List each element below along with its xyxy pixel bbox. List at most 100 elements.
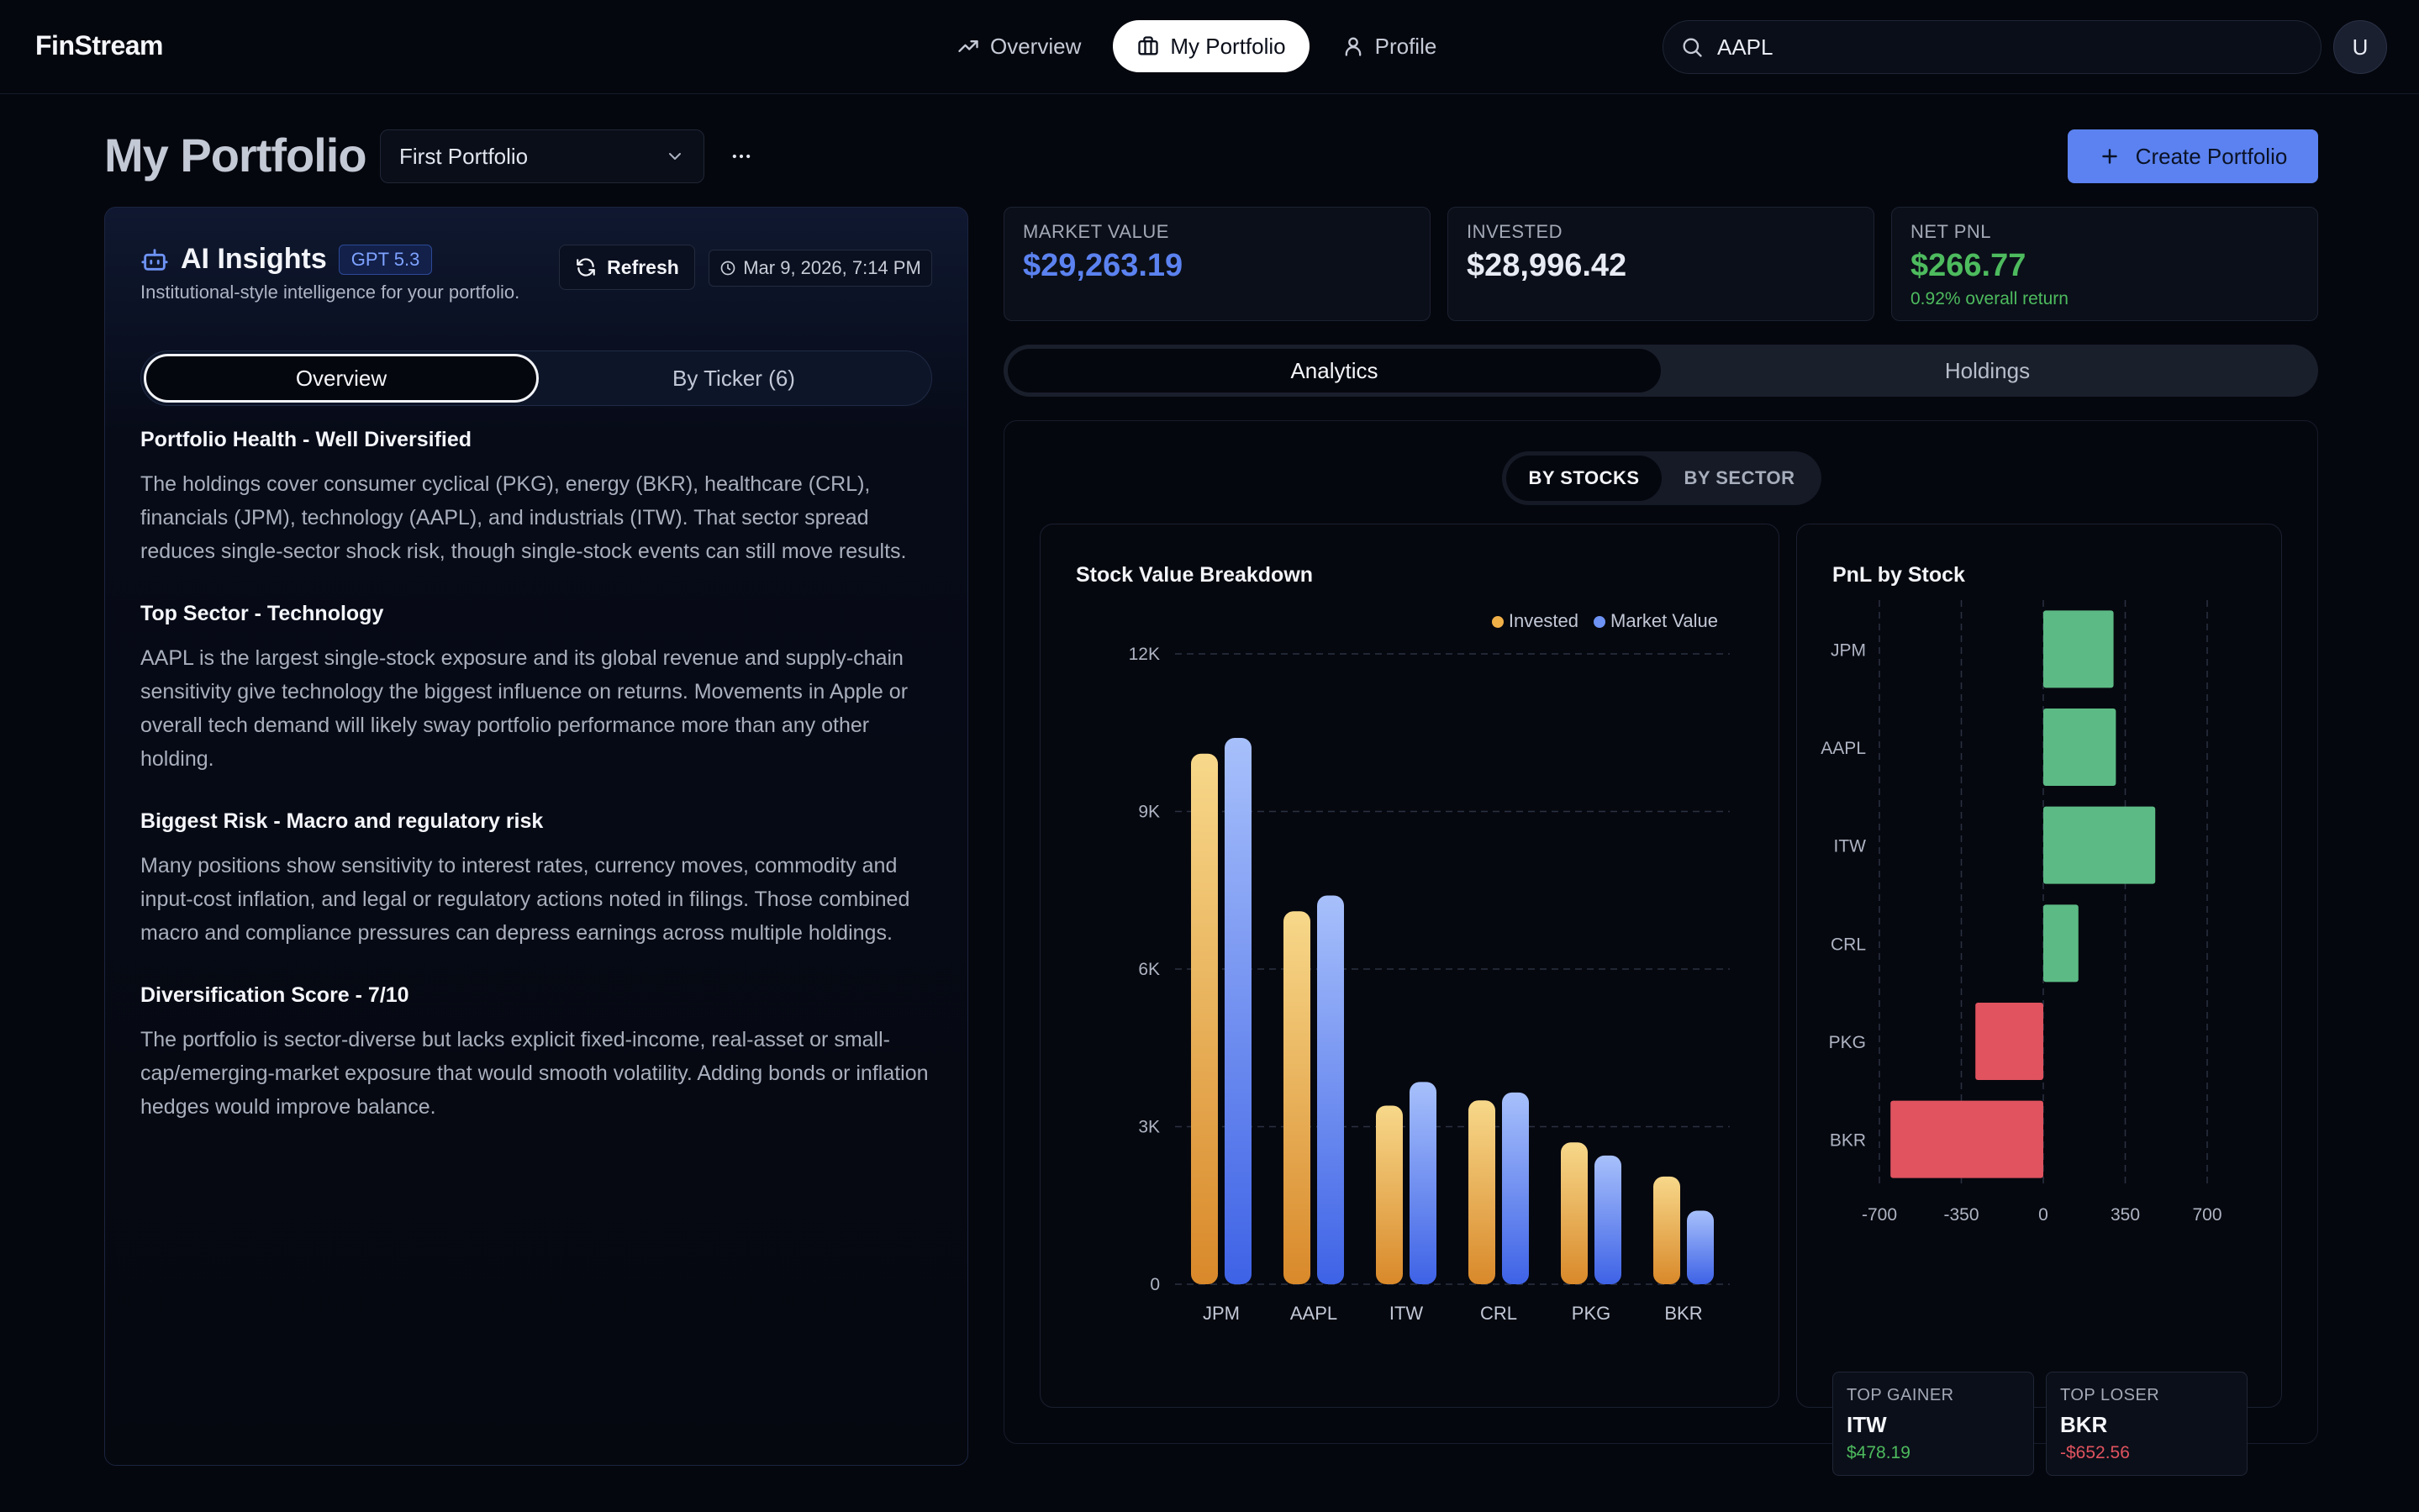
- top-navbar: FinStream Overview My Portfolio Profile …: [0, 0, 2419, 94]
- brand-logo[interactable]: FinStream: [35, 30, 163, 61]
- pnl-bar-jpm[interactable]: [2043, 610, 2114, 688]
- y-tick-label: 3K: [1138, 1118, 1160, 1137]
- stat-label: MARKET VALUE: [1023, 221, 1169, 242]
- x-tick-label: 0: [2038, 1205, 2048, 1225]
- model-badge: GPT 5.3: [338, 244, 433, 275]
- stat-value: $28,996.42: [1467, 248, 1627, 283]
- tab-insights-by-ticker[interactable]: By Ticker (6): [672, 365, 795, 391]
- nav-profile-label: Profile: [1374, 33, 1437, 59]
- legend-item-invested[interactable]: Invested: [1491, 610, 1579, 632]
- top-loser-value: -$652.56: [2060, 1443, 2130, 1462]
- nav-overview-label: Overview: [990, 33, 1082, 59]
- y-tick-label: JPM: [1831, 640, 1866, 660]
- tab-holdings[interactable]: Holdings: [1944, 357, 2031, 383]
- bar-bkr-market-value[interactable]: [1687, 1210, 1714, 1285]
- nav-my-portfolio[interactable]: My Portfolio: [1113, 20, 1310, 72]
- main-nav: Overview My Portfolio Profile: [933, 20, 1460, 74]
- top-loser-card: TOP LOSER BKR -$652.56: [2046, 1372, 2248, 1476]
- search-input[interactable]: [1717, 34, 2289, 61]
- x-tick-label: 700: [2192, 1205, 2221, 1225]
- seg-by-sector[interactable]: BY SECTOR: [1684, 467, 1795, 488]
- x-tick-label: -350: [1943, 1205, 1979, 1225]
- stat-label: NET PNL: [1910, 221, 1992, 242]
- pnl-bar-crl[interactable]: [2043, 904, 2079, 983]
- stat-net-pnl: NET PNL $266.77 0.92% overall return: [1891, 207, 2318, 321]
- insights-timestamp-text: Mar 9, 2026, 7:14 PM: [743, 257, 921, 278]
- portfolio-select[interactable]: First Portfolio: [380, 129, 704, 183]
- x-tick-label: AAPL: [1290, 1303, 1337, 1324]
- y-tick-label: 6K: [1138, 960, 1160, 979]
- bar-itw-invested[interactable]: [1376, 1105, 1403, 1285]
- refresh-button[interactable]: Refresh: [559, 245, 695, 290]
- stat-value: $29,263.19: [1023, 248, 1183, 283]
- y-tick-label: 9K: [1138, 803, 1160, 822]
- bar-pkg-invested[interactable]: [1561, 1142, 1588, 1284]
- portfolio-select-value: First Portfolio: [399, 143, 529, 169]
- pnl-bar-aapl[interactable]: [2043, 709, 2116, 786]
- top-gainer-card: TOP GAINER ITW $478.19: [1832, 1372, 2034, 1476]
- chart-title: PnL by Stock: [1832, 563, 1965, 587]
- seg-by-stocks[interactable]: BY STOCKS: [1506, 456, 1662, 501]
- pnl-card: PnL by Stock -700 -350 0 350 700 JPM AAPL ITW CR…: [1796, 524, 2282, 1476]
- pnl-bar-pkg[interactable]: [1975, 1003, 2043, 1080]
- tab-insights-overview[interactable]: Overview: [144, 354, 539, 403]
- bar-jpm-market-value[interactable]: [1225, 738, 1252, 1284]
- pnl-bar-bkr[interactable]: [1890, 1100, 2043, 1178]
- x-tick-label: -700: [1862, 1205, 1897, 1225]
- y-tick-label: PKG: [1829, 1033, 1866, 1052]
- briefcase-icon: [1138, 36, 1159, 55]
- insight-section: Portfolio Health - Well Diversified The …: [140, 428, 932, 568]
- insight-heading: Diversification Score - 7/10: [140, 983, 409, 1007]
- x-tick-label: CRL: [1480, 1303, 1517, 1324]
- insight-text: The holdings cover consumer cyclical (PK…: [140, 472, 907, 563]
- insights-body: Portfolio Health - Well Diversified The …: [140, 428, 932, 1157]
- bar-crl-market-value[interactable]: [1502, 1092, 1529, 1284]
- legend-item-market-value[interactable]: Market Value: [1594, 610, 1718, 632]
- y-tick-label: BKR: [1830, 1131, 1866, 1151]
- insight-heading: Top Sector - Technology: [140, 602, 384, 625]
- stat-subtext: 0.92% overall return: [1910, 289, 2069, 308]
- trending-up-icon: [958, 40, 978, 52]
- chevron-down-icon: [669, 153, 681, 160]
- stat-value: $266.77: [1910, 248, 2026, 283]
- stat-invested: INVESTED $28,996.42: [1447, 207, 1874, 321]
- main-tabs: Analytics Holdings: [1004, 345, 2318, 397]
- pnl-bar-itw[interactable]: [2043, 806, 2156, 884]
- avatar[interactable]: U: [2333, 20, 2387, 74]
- search-bar: [1663, 20, 2322, 74]
- top-gainer-label: TOP GAINER: [1847, 1386, 1954, 1404]
- stat-market-value: MARKET VALUE $29,263.19: [1004, 207, 1431, 321]
- nav-profile[interactable]: Profile: [1318, 20, 1461, 72]
- x-tick-label: 350: [2111, 1205, 2140, 1225]
- x-tick-label: ITW: [1389, 1303, 1424, 1324]
- user-icon: [1345, 37, 1361, 56]
- bar-crl-invested[interactable]: [1468, 1100, 1495, 1284]
- more-options-button[interactable]: [725, 140, 758, 173]
- create-portfolio-button[interactable]: Create Portfolio: [2068, 129, 2318, 183]
- top-gainer-value: $478.19: [1847, 1443, 1910, 1462]
- legend-label: Invested: [1508, 610, 1579, 631]
- tab-analytics[interactable]: Analytics: [1008, 349, 1661, 392]
- x-tick-label: PKG: [1572, 1303, 1610, 1324]
- bar-jpm-invested[interactable]: [1191, 753, 1218, 1284]
- insights-timestamp: Mar 9, 2026, 7:14 PM: [709, 250, 932, 287]
- plus-icon: [2101, 149, 2117, 164]
- ai-insights-title: AI Insights: [181, 243, 327, 275]
- bar-aapl-invested[interactable]: [1283, 911, 1310, 1284]
- nav-overview[interactable]: Overview: [933, 20, 1104, 72]
- y-tick-label: ITW: [1834, 837, 1867, 856]
- y-tick-label: CRL: [1831, 935, 1866, 954]
- nav-my-portfolio-label: My Portfolio: [1170, 33, 1286, 59]
- bar-bkr-invested[interactable]: [1653, 1176, 1680, 1284]
- bar-aapl-market-value[interactable]: [1317, 895, 1344, 1285]
- stat-label: INVESTED: [1467, 221, 1563, 242]
- bar-itw-market-value[interactable]: [1410, 1082, 1436, 1284]
- refresh-icon: [577, 258, 596, 277]
- bar-pkg-market-value[interactable]: [1594, 1155, 1621, 1284]
- more-horizontal-icon: [732, 154, 751, 159]
- top-gainer-ticker: ITW: [1847, 1412, 1887, 1437]
- y-tick-label: 0: [1150, 1275, 1160, 1294]
- stock-value-card: Stock Value Breakdown Invested Market Va…: [1040, 524, 1779, 1408]
- breakdown-segmented-control: BY STOCKS BY SECTOR: [1502, 451, 1821, 505]
- insight-text: Many positions show sensitivity to inter…: [140, 854, 910, 945]
